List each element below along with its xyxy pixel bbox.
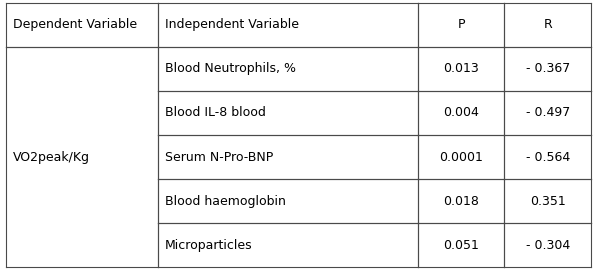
- Text: 0.018: 0.018: [443, 195, 479, 208]
- Text: Dependent Variable: Dependent Variable: [13, 18, 137, 31]
- Text: 0.351: 0.351: [530, 195, 565, 208]
- Text: R: R: [543, 18, 552, 31]
- Text: P: P: [457, 18, 465, 31]
- Text: 0.051: 0.051: [443, 239, 479, 252]
- Text: - 0.497: - 0.497: [525, 106, 570, 119]
- Text: - 0.367: - 0.367: [525, 62, 570, 75]
- Text: Microparticles: Microparticles: [165, 239, 253, 252]
- Text: - 0.564: - 0.564: [525, 151, 570, 164]
- Text: 0.0001: 0.0001: [439, 151, 483, 164]
- Text: 0.004: 0.004: [443, 106, 479, 119]
- Text: Serum N-Pro-BNP: Serum N-Pro-BNP: [165, 151, 273, 164]
- Text: VO2peak/Kg: VO2peak/Kg: [13, 151, 90, 164]
- Text: 0.013: 0.013: [443, 62, 479, 75]
- Text: Blood Neutrophils, %: Blood Neutrophils, %: [165, 62, 296, 75]
- Text: - 0.304: - 0.304: [525, 239, 570, 252]
- Text: Blood IL-8 blood: Blood IL-8 blood: [165, 106, 266, 119]
- Text: Independent Variable: Independent Variable: [165, 18, 299, 31]
- Text: Blood haemoglobin: Blood haemoglobin: [165, 195, 286, 208]
